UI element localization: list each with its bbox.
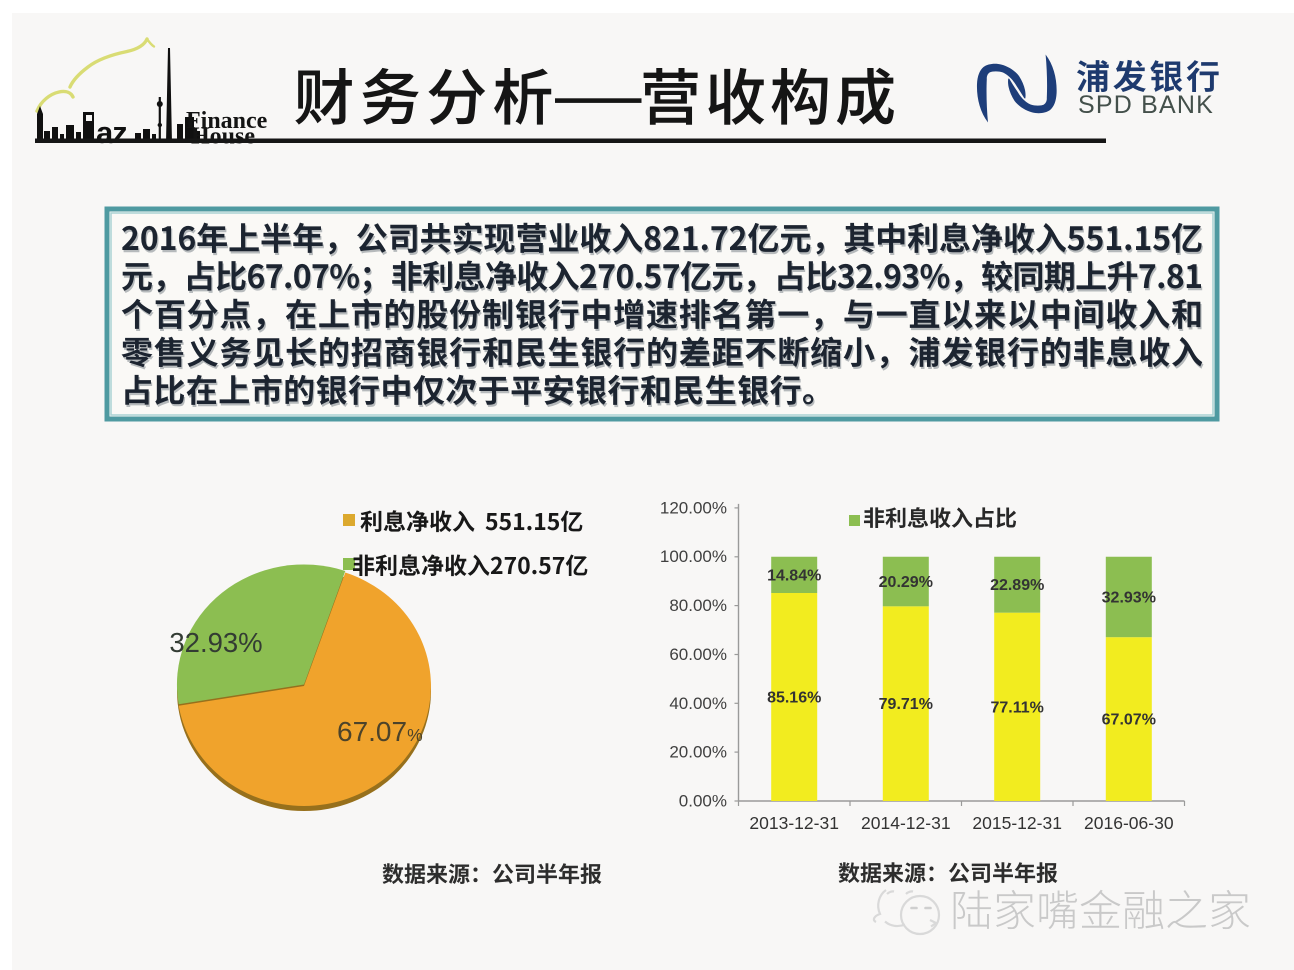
svg-text:22.89%: 22.89% [990, 577, 1044, 594]
svg-text:120.00%: 120.00% [660, 498, 727, 517]
svg-text:60.00%: 60.00% [669, 645, 727, 664]
svg-text:77.11%: 77.11% [991, 699, 1044, 716]
svg-text:80.00%: 80.00% [669, 596, 727, 615]
svg-text:32.93%: 32.93% [1102, 590, 1156, 607]
svg-text:az: az [96, 115, 127, 150]
svg-text:20.29%: 20.29% [879, 574, 933, 591]
svg-text:85.16%: 85.16% [767, 690, 821, 707]
svg-text:14.84%: 14.84% [767, 567, 821, 584]
svg-text:2016-06-30: 2016-06-30 [1084, 813, 1174, 833]
svg-text:67.07%: 67.07% [1102, 712, 1156, 729]
svg-text:20.00%: 20.00% [669, 743, 727, 762]
svg-text:32.93%: 32.93% [169, 627, 262, 658]
svg-text:0.00%: 0.00% [679, 792, 727, 811]
svg-text:100.00%: 100.00% [660, 547, 727, 566]
svg-text:2013-12-31: 2013-12-31 [749, 813, 839, 833]
svg-text:2014-12-31: 2014-12-31 [861, 813, 951, 833]
svg-text:SPD BANK: SPD BANK [1078, 91, 1214, 119]
svg-text:House: House [191, 124, 255, 150]
svg-text:40.00%: 40.00% [669, 694, 727, 713]
svg-text:Finance: Finance [186, 108, 268, 134]
svg-text:79.71%: 79.71% [879, 696, 933, 713]
svg-text:2015-12-31: 2015-12-31 [972, 813, 1062, 833]
